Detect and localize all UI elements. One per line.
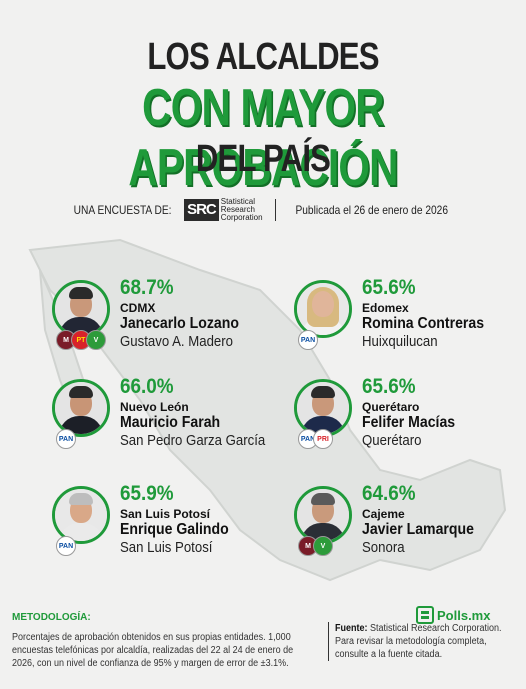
municipality-label: Querétaro [362,432,422,449]
pvem-logo-icon: V [313,536,333,556]
approval-percent: 65.6% [362,276,416,299]
party-badges: PAN [298,330,318,350]
brand-name: Polls.mx [437,607,491,623]
municipality-label: Gustavo A. Madero [120,333,233,350]
src-logo: SRC Statistical Research Corporation [184,197,263,222]
municipality-label: Huixquilucan [362,333,438,350]
mayor-card-galindo: PAN 65.9% San Luis Potosí Enrique Galind… [52,482,292,572]
avatar [294,486,352,544]
approval-percent: 64.6% [362,482,416,505]
pan-logo-icon: PAN [56,429,76,449]
mayor-name: Javier Lamarque [362,521,474,538]
state-label: Querétaro [362,400,420,414]
methodology-heading: METODOLOGÍA: [12,612,91,623]
polls-logo-icon [416,606,434,624]
avatar [294,280,352,338]
pvem-logo-icon: V [86,330,106,350]
pan-logo-icon: PAN [56,536,76,556]
avatar [294,379,352,437]
municipality-label: San Luis Potosí [120,539,213,556]
mayor-card-lamarque: M V 64.6% Cajeme Javier Lamarque Sonora [294,482,526,572]
approval-percent: 65.6% [362,375,416,398]
mayor-name: Janecarlo Lozano [120,315,239,332]
mayor-name: Enrique Galindo [120,521,229,538]
party-badges: M V [298,536,333,556]
pri-logo-icon: PRI [313,429,333,449]
municipality-label: San Pedro Garza García [120,432,266,449]
avatar [52,379,110,437]
title-line-2: CON MAYOR APROBACIÓN [128,79,398,197]
mayor-card-macias: PAN PRI 65.6% Querétaro Felifer Macías Q… [294,375,526,465]
state-label: Nuevo León [120,400,189,414]
source-label: Fuente: [335,623,368,634]
party-badges: PAN [56,429,76,449]
mayor-name: Felifer Macías [362,414,456,431]
source-text: Statistical Research Corporation. Para r… [335,623,502,660]
title-line-3: DEL PAÍS [195,138,331,180]
mayor-card-contreras: PAN 65.6% Edomex Romina Contreras Huixqu… [294,276,526,366]
mayor-card-farah: PAN 66.0% Nuevo León Mauricio Farah San … [52,375,292,465]
src-logo-mark: SRC [184,199,219,221]
state-label: Cajeme [362,507,405,521]
mayor-name: Romina Contreras [362,315,485,332]
src-logo-text: Statistical Research Corporation [220,197,263,222]
approval-percent: 66.0% [120,375,174,398]
party-badges: PAN [56,536,76,556]
party-badges: M PT V [56,330,106,350]
approval-percent: 65.9% [120,482,174,505]
publication-date: Publicada el 26 de enero de 2026 [295,203,448,217]
approval-percent: 68.7% [120,276,174,299]
party-badges: PAN PRI [298,429,333,449]
polls-mx-logo: Polls.mx [416,606,490,624]
divider [274,199,276,221]
survey-prefix: UNA ENCUESTA DE: [73,203,172,217]
methodology: METODOLOGÍA: Porcentajes de aprobación o… [12,612,312,670]
mayor-name: Mauricio Farah [120,414,221,431]
title-line-1: LOS ALCALDES [147,36,379,78]
methodology-text: Porcentajes de aprobación obtenidos en s… [12,632,294,669]
mayor-card-lozano: M PT V 68.7% CDMX Janecarlo Lozano Gusta… [52,276,292,366]
state-label: San Luis Potosí [120,507,211,521]
pan-logo-icon: PAN [298,330,318,350]
state-label: CDMX [120,301,156,315]
municipality-label: Sonora [362,539,405,556]
survey-attribution: UNA ENCUESTA DE: SRC Statistical Researc… [0,198,526,222]
source-note: Fuente: Statistical Research Corporation… [328,622,514,661]
state-label: Edomex [362,301,409,315]
